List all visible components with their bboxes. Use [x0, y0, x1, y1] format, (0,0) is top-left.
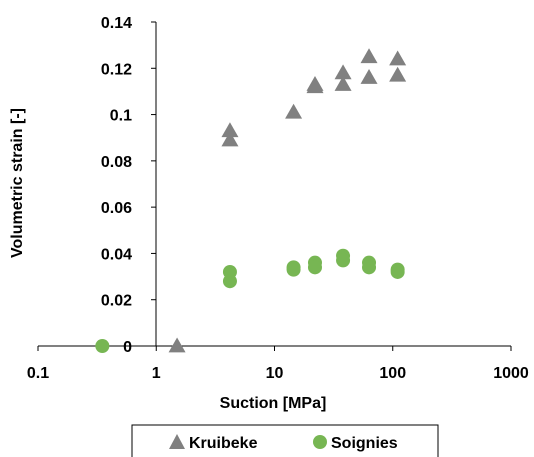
tick-marks [37, 21, 512, 351]
data-points [95, 48, 407, 353]
y-axis-title: Volumetric strain [-] [9, 108, 26, 258]
legend-marker-kruibeke [169, 434, 185, 449]
data-point-soignies [307, 260, 322, 275]
tick-labels: 0.1 1 10 100 1000 0 0.02 0.04 0.06 0.08 0.1 0.12 0.1… [27, 15, 529, 382]
x-tick-label: 10 [266, 365, 284, 382]
data-point-soignies [95, 339, 110, 353]
data-point-soignies [390, 264, 405, 279]
y-tick-label: 0.06 [101, 200, 132, 217]
y-tick-label: 0 [123, 339, 132, 356]
data-point-kruibeke [306, 78, 324, 94]
data-point-soignies [336, 253, 351, 268]
data-point-soignies [222, 274, 237, 289]
data-point-soignies [362, 260, 377, 275]
legend-box [131, 424, 439, 457]
legend: Kruibeke Soignies [131, 424, 439, 457]
data-point-kruibeke [334, 64, 352, 80]
y-tick-label: 0.14 [101, 15, 132, 32]
y-tick-label: 0.08 [101, 154, 132, 171]
legend-marker-soignies [313, 435, 327, 449]
data-point-kruibeke [389, 50, 407, 66]
y-tick-label: 0.12 [101, 61, 132, 78]
x-tick-label: 0.1 [27, 365, 49, 382]
y-tick-label: 0.02 [101, 293, 132, 310]
y-tick-label: 0.1 [110, 108, 132, 125]
data-point-kruibeke [360, 69, 378, 84]
data-point-kruibeke [360, 48, 378, 64]
y-tick-label: 0.04 [101, 246, 132, 263]
x-axis-title: Suction [MPa] [220, 395, 327, 412]
legend-label-soignies: Soignies [331, 435, 398, 452]
data-point-soignies [286, 262, 301, 277]
data-point-kruibeke [285, 103, 303, 119]
data-point-kruibeke [168, 337, 186, 353]
data-point-kruibeke [389, 66, 407, 82]
legend-label-kruibeke: Kruibeke [189, 435, 258, 452]
data-point-kruibeke [334, 75, 352, 91]
data-point-kruibeke [221, 131, 239, 147]
data-point-kruibeke [221, 122, 239, 138]
x-tick-label: 1 [152, 365, 161, 382]
x-tick-label: 1000 [493, 365, 529, 382]
x-tick-label: 100 [379, 365, 406, 382]
